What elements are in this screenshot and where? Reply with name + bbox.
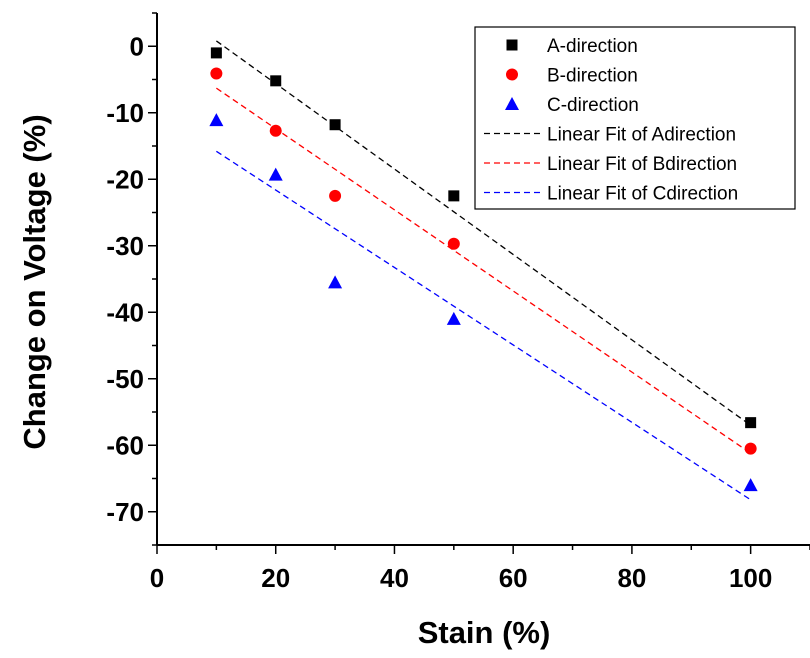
- circle-data-point: [210, 67, 223, 80]
- x-tick-label: 40: [380, 563, 409, 593]
- legend-label: B-direction: [547, 66, 638, 87]
- x-tick-label: 80: [617, 563, 646, 593]
- y-tick-label: 0: [130, 31, 144, 61]
- legend-circle-symbol: [506, 68, 518, 81]
- y-tick-label: -70: [106, 497, 144, 527]
- legend-square-symbol: [506, 39, 518, 51]
- square-data-point: [448, 190, 460, 202]
- legend-label: Linear Fit of Bdirection: [547, 154, 737, 175]
- legend-box: [474, 26, 796, 210]
- axes: 0 20 40 60 80 100 0 -10 -20 -30 -40 -50 -60 -70: [106, 12, 810, 593]
- y-axis-title: Change on Voltage (%): [17, 114, 52, 449]
- y-tick-label: -60: [106, 430, 144, 460]
- triangle-data-point: [328, 275, 343, 289]
- triangle-data-point: [209, 113, 224, 127]
- legend-triangle-symbol: [505, 97, 519, 110]
- circle-data-point: [329, 189, 342, 202]
- fit-line: [215, 87, 752, 454]
- triangle-data-point: [268, 167, 283, 181]
- triangle-data-point: [743, 478, 758, 492]
- square-data-point: [210, 47, 222, 59]
- circle-data-point: [269, 124, 282, 137]
- square-data-point: [745, 417, 757, 429]
- y-tick-label: -30: [106, 231, 144, 261]
- y-tick-label: -40: [106, 297, 144, 327]
- legend-label: Linear Fit of Cdirection: [547, 184, 738, 205]
- x-tick-label: 100: [729, 563, 772, 593]
- x-tick-label: 20: [261, 563, 290, 593]
- x-tick-label: 60: [499, 563, 528, 593]
- x-tick-label: 0: [150, 563, 164, 593]
- fit-lines: [215, 40, 752, 501]
- circle-data-point: [447, 237, 460, 250]
- data-markers: [209, 47, 758, 492]
- legend: A-direction B-direction C-direction Linear …: [474, 26, 796, 210]
- x-axis-title: Stain (%): [418, 615, 551, 650]
- circle-data-point: [744, 442, 757, 455]
- legend-label: A-direction: [547, 36, 638, 57]
- legend-label: C-direction: [547, 95, 639, 116]
- square-data-point: [270, 75, 282, 87]
- y-tick-label: -20: [106, 164, 144, 194]
- legend-label: Linear Fit of Adirection: [547, 125, 736, 146]
- y-tick-label: -10: [106, 98, 144, 128]
- triangle-data-point: [446, 311, 461, 325]
- fit-line: [216, 150, 751, 501]
- square-data-point: [329, 119, 341, 131]
- y-tick-label: -50: [106, 364, 144, 394]
